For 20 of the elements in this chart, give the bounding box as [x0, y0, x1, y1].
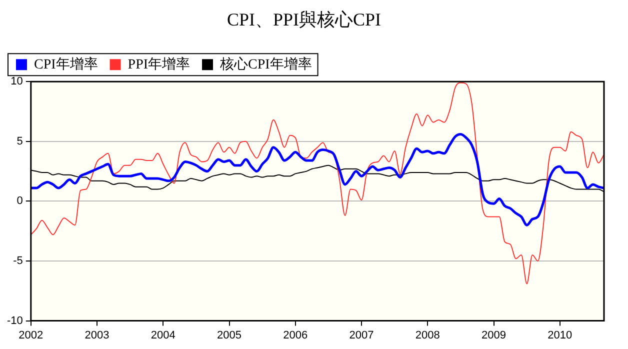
legend-label: 核心CPI年增率	[219, 56, 312, 72]
y-tick-label: 5	[16, 135, 23, 148]
y-tick-label: -5	[13, 255, 23, 268]
x-tick-label: 2009	[482, 329, 506, 342]
x-tick-label: 2010	[548, 329, 572, 342]
line-series	[30, 132, 604, 226]
x-tick-label: 2008	[415, 329, 440, 342]
y-tick-label: 10	[10, 76, 23, 88]
x-tick-label: 2004	[150, 329, 176, 342]
x-tick-label: 2005	[217, 329, 242, 342]
chart-title: CPI、PPI與核心CPI	[226, 10, 382, 30]
y-tick-label: -10	[6, 314, 23, 327]
x-tick-label: 2006	[283, 329, 308, 342]
legend-label: PPI年增率	[128, 56, 190, 72]
y-tick-label: 0	[16, 195, 23, 208]
x-tick-label: 2002	[18, 329, 44, 342]
line-series	[30, 82, 604, 284]
legend-label: CPI年增率	[34, 56, 98, 72]
x-tick-label: 2007	[349, 329, 374, 342]
x-tick-label: 2003	[84, 329, 110, 342]
